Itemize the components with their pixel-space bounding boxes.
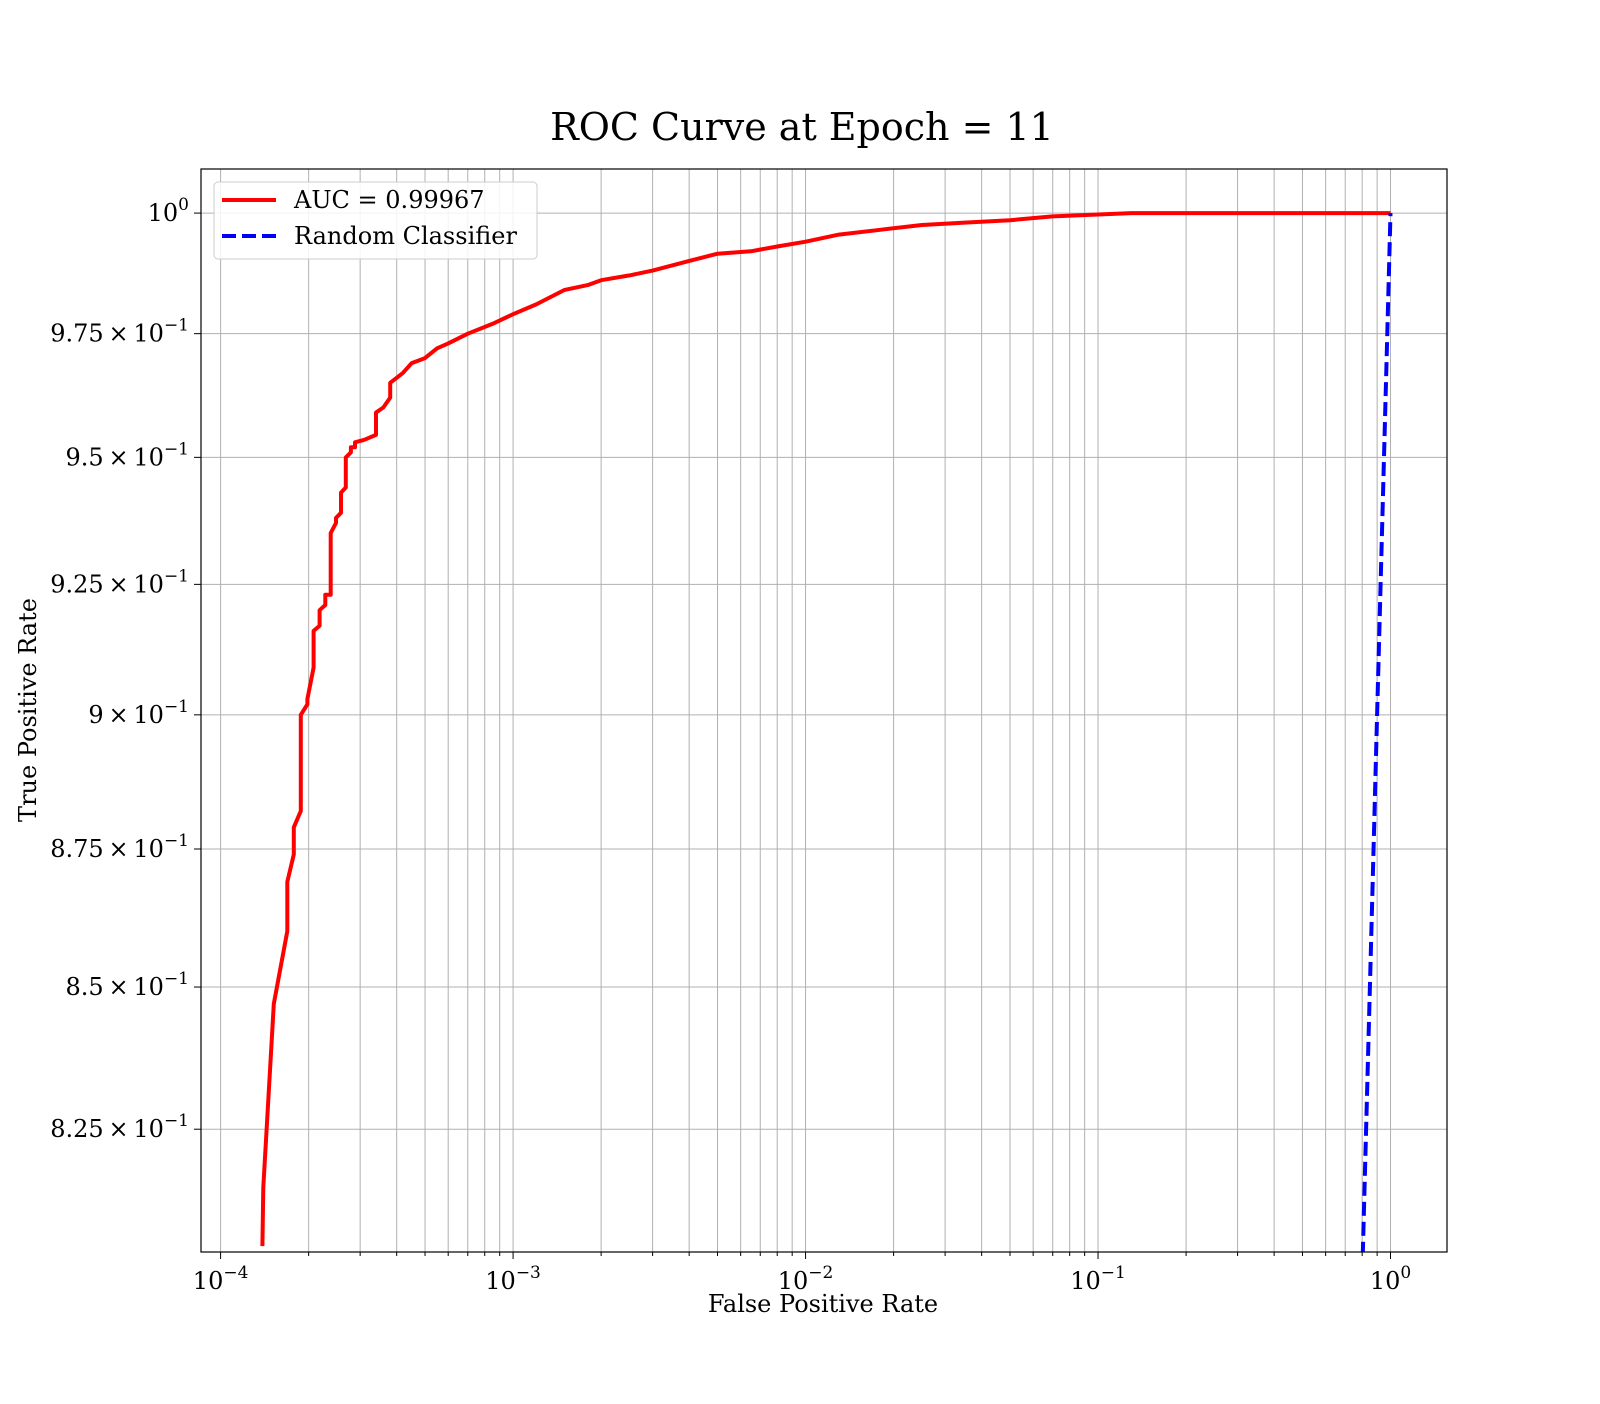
legend: AUC = 0.99967 Random Classifier bbox=[213, 181, 538, 260]
axes-frame bbox=[200, 168, 1448, 1253]
y-tick-label: 8.25 × 10−1 bbox=[50, 1111, 189, 1143]
x-axis-label: False Positive Rate bbox=[708, 1290, 938, 1318]
x-axis: 10−4 10−3 10−2 10−1 100 bbox=[193, 1252, 1411, 1295]
y-tick-label: 100 bbox=[148, 195, 189, 227]
legend-label-auc: AUC = 0.99967 bbox=[293, 186, 485, 214]
y-tick-label: 8.75 × 10−1 bbox=[50, 831, 189, 863]
x-tick-label: 10−2 bbox=[778, 1263, 834, 1295]
legend-label-random: Random Classifier bbox=[294, 222, 517, 250]
chart-title: ROC Curve at Epoch = 11 bbox=[550, 105, 1054, 149]
y-axis: 8.25 × 10−1 8.5 × 10−1 8.75 × 10−1 9 × 10−1… bbox=[50, 195, 201, 1143]
y-tick-label: 9 × 10−1 bbox=[88, 697, 189, 729]
plot-area bbox=[260, 211, 1393, 1252]
random-classifier-line bbox=[1360, 213, 1393, 1252]
x-tick-label: 10−4 bbox=[193, 1263, 249, 1295]
x-tick-label: 10−3 bbox=[485, 1263, 541, 1295]
y-axis-label: True Positive Rate bbox=[14, 598, 42, 822]
x-tick-label: 10−1 bbox=[1070, 1263, 1126, 1295]
grid bbox=[201, 169, 1447, 1252]
y-tick-label: 8.5 × 10−1 bbox=[66, 969, 189, 1001]
roc-curve-line bbox=[260, 211, 1391, 1247]
y-tick-label: 9.5 × 10−1 bbox=[66, 439, 189, 471]
x-tick-label: 100 bbox=[1370, 1263, 1411, 1295]
legend-box bbox=[213, 181, 538, 260]
y-tick-label: 9.75 × 10−1 bbox=[50, 316, 189, 348]
y-tick-label: 9.25 × 10−1 bbox=[50, 566, 189, 598]
